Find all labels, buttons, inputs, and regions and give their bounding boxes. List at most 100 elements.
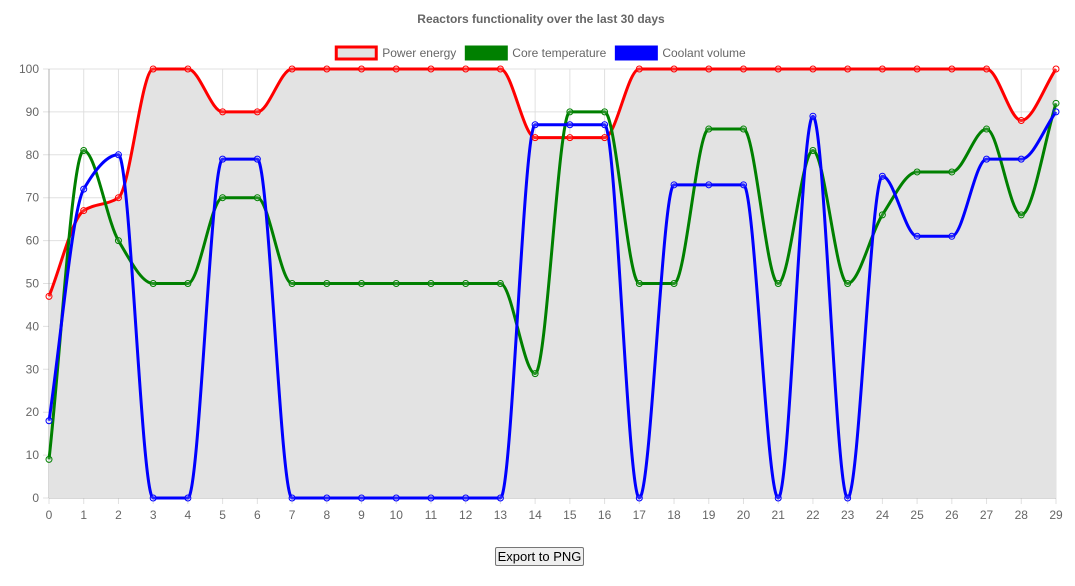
power-energy-point[interactable]: [149, 65, 157, 73]
core-temperature-point[interactable]: [913, 168, 921, 176]
core-temperature-point[interactable]: [601, 108, 609, 116]
coolant-volume-point[interactable]: [496, 494, 504, 502]
coolant-volume-point[interactable]: [635, 494, 643, 502]
coolant-volume-point[interactable]: [462, 494, 470, 502]
power-energy-point[interactable]: [878, 65, 886, 73]
x-tick-label: 14: [528, 508, 542, 522]
power-energy-point[interactable]: [948, 65, 956, 73]
coolant-volume-point[interactable]: [948, 232, 956, 240]
power-energy-point[interactable]: [253, 108, 261, 116]
core-temperature-point[interactable]: [323, 280, 331, 287]
coolant-volume-point[interactable]: [601, 121, 609, 129]
core-temperature-point[interactable]: [392, 280, 400, 287]
coolant-volume-point[interactable]: [1052, 108, 1060, 116]
coolant-volume-point[interactable]: [427, 494, 435, 502]
power-energy-point[interactable]: [80, 207, 88, 215]
coolant-volume-point[interactable]: [809, 112, 817, 120]
coolant-volume-point[interactable]: [80, 185, 88, 193]
power-energy-point[interactable]: [809, 65, 817, 73]
coolant-volume-point[interactable]: [114, 151, 122, 159]
core-temperature-point[interactable]: [739, 125, 747, 133]
core-temperature-point[interactable]: [948, 168, 956, 176]
core-temperature-point[interactable]: [1052, 99, 1060, 107]
power-energy-point[interactable]: [462, 65, 470, 73]
power-energy-point[interactable]: [531, 134, 539, 142]
power-energy-point[interactable]: [844, 65, 852, 73]
core-temperature-point[interactable]: [774, 280, 782, 287]
core-temperature-point[interactable]: [809, 147, 817, 155]
power-energy-point[interactable]: [323, 65, 331, 73]
legend[interactable]: Power energy Core temperature Coolant volu…: [334, 45, 746, 61]
core-temperature-point[interactable]: [253, 194, 261, 202]
core-temperature-point[interactable]: [878, 211, 886, 219]
core-temperature-point[interactable]: [983, 125, 991, 133]
power-energy-point[interactable]: [670, 65, 678, 73]
power-energy-point[interactable]: [114, 194, 122, 202]
power-energy-point[interactable]: [496, 65, 504, 73]
coolant-volume-point[interactable]: [913, 232, 921, 240]
export-to-png-button[interactable]: Export to PNG: [495, 547, 584, 566]
coolant-volume-point[interactable]: [288, 494, 296, 502]
power-energy-point[interactable]: [601, 134, 609, 142]
core-temperature-point[interactable]: [219, 194, 227, 202]
core-temperature-point[interactable]: [705, 125, 713, 133]
coolant-volume-point[interactable]: [844, 494, 852, 502]
coolant-volume-point[interactable]: [323, 494, 331, 502]
core-temperature-point[interactable]: [288, 280, 296, 287]
power-energy-point[interactable]: [635, 65, 643, 73]
coolant-volume-point[interactable]: [253, 155, 261, 163]
power-energy-point[interactable]: [427, 65, 435, 73]
coolant-volume-point[interactable]: [878, 172, 886, 180]
power-energy-point[interactable]: [774, 65, 782, 73]
x-tick-label: 10: [390, 508, 404, 522]
core-temperature-point[interactable]: [462, 280, 470, 287]
power-energy-point[interactable]: [983, 65, 991, 73]
power-energy-point[interactable]: [219, 108, 227, 116]
power-energy-point[interactable]: [1017, 116, 1025, 124]
core-temperature-point[interactable]: [80, 147, 88, 155]
core-temperature-point[interactable]: [427, 280, 435, 287]
coolant-volume-point[interactable]: [566, 121, 574, 129]
coolant-volume-point[interactable]: [184, 494, 192, 502]
core-temperature-point[interactable]: [531, 370, 539, 378]
core-temperature-point[interactable]: [45, 455, 53, 463]
coolant-volume-point[interactable]: [219, 155, 227, 163]
power-energy-point[interactable]: [392, 65, 400, 73]
power-energy-point[interactable]: [739, 65, 747, 73]
power-energy-point[interactable]: [358, 65, 366, 73]
core-temperature-point[interactable]: [358, 280, 366, 287]
power-energy-point[interactable]: [288, 65, 296, 73]
core-temperature-point[interactable]: [184, 280, 192, 287]
legend-item-core-temperature[interactable]: Core temperature: [464, 45, 607, 61]
core-temperature-point[interactable]: [1017, 211, 1025, 219]
coolant-volume-point[interactable]: [531, 121, 539, 129]
core-temperature-point[interactable]: [114, 237, 122, 245]
legend-item-coolant-volume[interactable]: Coolant volume: [614, 45, 746, 61]
coolant-volume-point[interactable]: [1017, 155, 1025, 163]
core-temperature-point[interactable]: [149, 280, 157, 287]
power-energy-point[interactable]: [705, 65, 713, 73]
coolant-volume-point[interactable]: [705, 181, 713, 189]
core-temperature-point[interactable]: [496, 280, 504, 287]
core-temperature-point[interactable]: [844, 280, 852, 287]
legend-item-power-energy[interactable]: Power energy: [334, 45, 456, 61]
coolant-volume-point[interactable]: [670, 181, 678, 189]
coolant-volume-point[interactable]: [739, 181, 747, 189]
core-temperature-point[interactable]: [670, 280, 678, 287]
coolant-volume-point[interactable]: [983, 155, 991, 163]
x-tick-label: 1: [80, 508, 87, 522]
x-tick-label: 25: [910, 508, 924, 522]
power-energy-point[interactable]: [1052, 65, 1060, 73]
power-energy-point[interactable]: [45, 292, 53, 300]
coolant-volume-point[interactable]: [45, 417, 53, 425]
coolant-volume-point[interactable]: [149, 494, 157, 502]
power-energy-point[interactable]: [913, 65, 921, 73]
power-energy-line: [47, 67, 1058, 297]
coolant-volume-point[interactable]: [774, 494, 782, 502]
power-energy-point[interactable]: [184, 65, 192, 73]
coolant-volume-point[interactable]: [358, 494, 366, 502]
coolant-volume-point[interactable]: [392, 494, 400, 502]
core-temperature-point[interactable]: [635, 280, 643, 287]
power-energy-point[interactable]: [566, 134, 574, 142]
core-temperature-point[interactable]: [566, 108, 574, 116]
